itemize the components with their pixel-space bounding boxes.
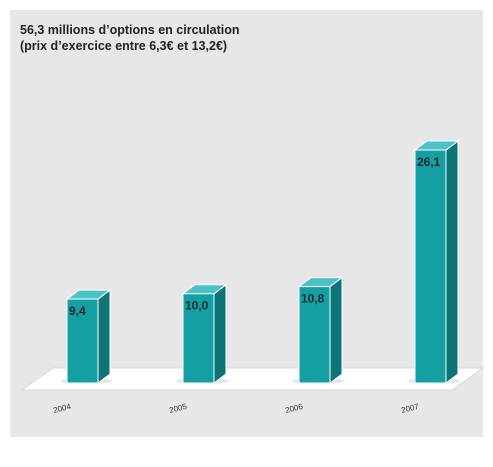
bar-2005 bbox=[182, 293, 215, 384]
bar-side-2004 bbox=[97, 289, 111, 384]
bar-2004 bbox=[66, 298, 99, 384]
bar-side-2007 bbox=[445, 140, 459, 384]
chart-title: 56,3 millions d’options en circulation (… bbox=[20, 22, 239, 54]
chart-title-line-1: 56,3 millions d’options en circulation bbox=[20, 23, 240, 37]
bar-side-2006 bbox=[329, 276, 343, 384]
bar-2006 bbox=[298, 286, 331, 384]
value-label-2004: 9,4 bbox=[69, 304, 86, 318]
value-label-2006: 10,8 bbox=[301, 292, 325, 306]
bar-2007 bbox=[414, 149, 447, 384]
value-label-2005: 10,0 bbox=[185, 299, 209, 313]
x-tick-2005: 2005 bbox=[168, 402, 188, 415]
bar-side-2005 bbox=[213, 283, 227, 384]
bar-group bbox=[60, 140, 461, 384]
x-tick-2006: 2006 bbox=[284, 402, 304, 415]
x-tick-2007: 2007 bbox=[400, 402, 420, 415]
chart-subtitle: (prix d’exercice entre 6,3€ et 13,2€) bbox=[20, 39, 228, 53]
x-tick-group: 2004 2005 2006 2007 bbox=[52, 402, 420, 415]
x-tick-2004: 2004 bbox=[52, 402, 72, 415]
value-label-group: 9,4 10,0 10,8 26,1 bbox=[69, 155, 441, 318]
value-label-2007: 26,1 bbox=[417, 155, 441, 169]
